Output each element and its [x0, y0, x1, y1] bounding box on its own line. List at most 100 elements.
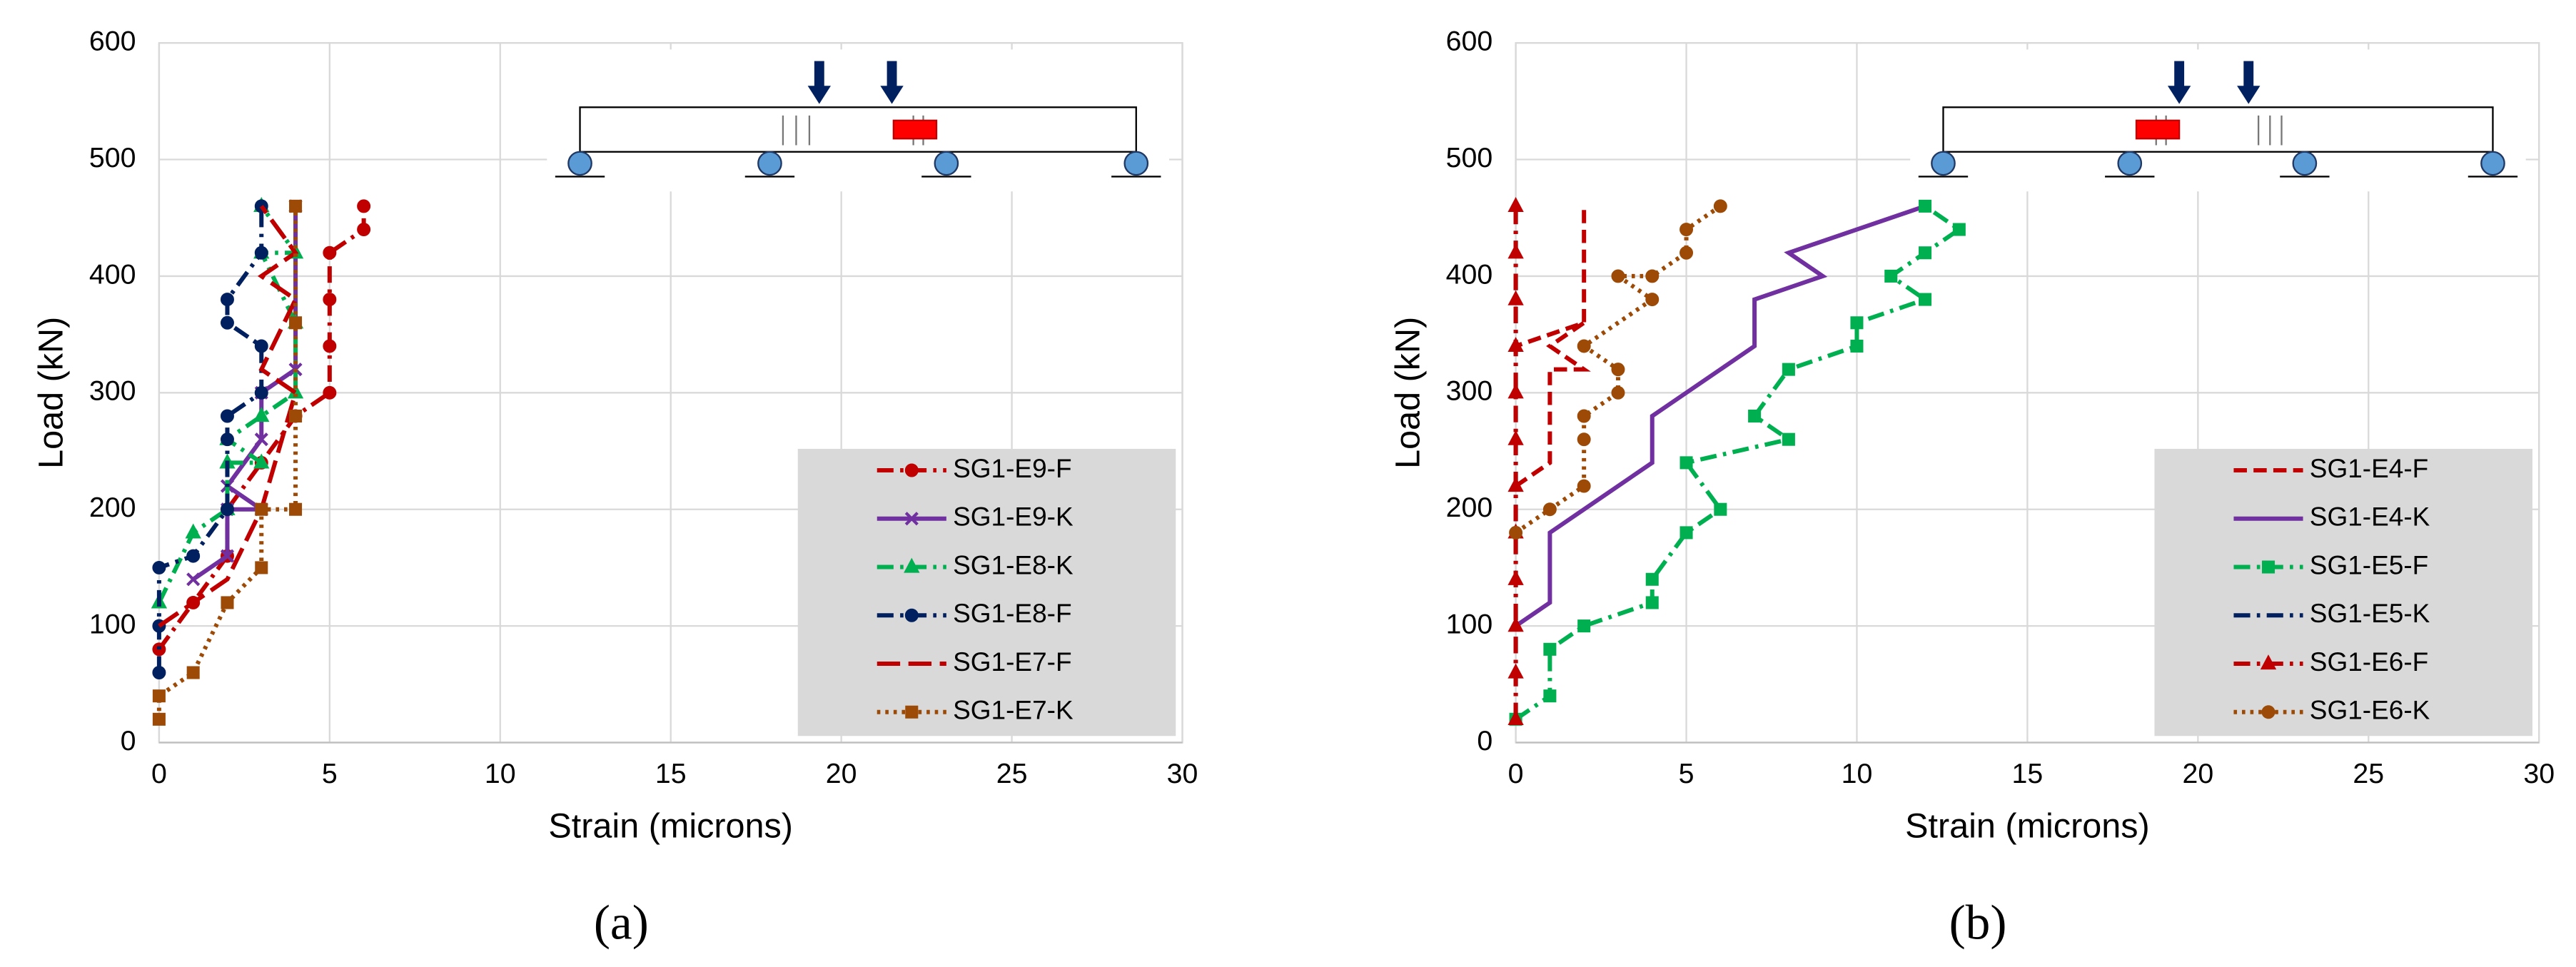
series: [1514, 204, 1926, 628]
point: [1507, 617, 1524, 632]
point: [1507, 337, 1524, 353]
point: [1507, 477, 1524, 492]
point: [1919, 246, 1932, 260]
point: [1919, 199, 1932, 213]
point: [1713, 199, 1727, 213]
gauge-patch: [2135, 119, 2181, 140]
point: [152, 560, 166, 574]
point: [1542, 502, 1557, 517]
y-tick-label: 500: [89, 142, 136, 173]
x-tick-label: 10: [1842, 758, 1873, 789]
point: [289, 199, 303, 213]
x-tick-label: 20: [826, 758, 857, 789]
x-tick-label: 15: [2012, 758, 2044, 789]
point: [1645, 293, 1660, 307]
line: [156, 206, 298, 719]
point: [1611, 269, 1625, 283]
line: [157, 206, 366, 651]
x-tick-label: 15: [655, 758, 687, 789]
point: [1748, 409, 1762, 423]
beam-backdrop: [547, 49, 1170, 192]
point: [1850, 339, 1864, 353]
point: [904, 557, 920, 573]
panel-label: (b): [1949, 895, 2007, 950]
line: [1514, 204, 1926, 628]
point: [220, 409, 234, 423]
point: [1543, 642, 1557, 656]
point: [1782, 432, 1795, 446]
point: [2261, 560, 2276, 574]
support: [1931, 151, 1956, 176]
legend-label: SG1-E9-K: [953, 502, 1074, 532]
point: [2260, 654, 2277, 670]
point: [323, 293, 337, 307]
y-tick-label: 100: [1446, 609, 1493, 640]
point: [1507, 663, 1524, 679]
y-tick-label: 400: [89, 258, 136, 290]
point: [1714, 502, 1727, 516]
y-tick-label: 200: [1446, 492, 1493, 523]
arrow-head: [2237, 86, 2261, 104]
point: [1577, 619, 1591, 633]
point: [357, 223, 371, 237]
x-tick-label: 25: [2353, 758, 2384, 789]
point: [220, 549, 235, 563]
point: [1507, 290, 1524, 305]
legend-label: SG1-E8-F: [953, 599, 1071, 628]
point: [255, 561, 268, 574]
legend-label: SG1-E6-K: [2310, 696, 2430, 725]
point: [253, 407, 270, 422]
x-axis-label: Strain (microns): [548, 807, 793, 846]
point: [323, 339, 337, 353]
point: [1680, 223, 1694, 237]
support: [2480, 151, 2505, 176]
point: [254, 245, 268, 260]
point: [1507, 243, 1524, 259]
x-tick-label: 5: [322, 758, 338, 789]
arrow-head: [2167, 86, 2191, 104]
y-tick-label: 600: [1446, 25, 1493, 56]
x-tick-label: 20: [2182, 758, 2213, 789]
point: [1577, 432, 1591, 447]
beam: [579, 106, 1137, 153]
y-tick-label: 500: [1446, 142, 1493, 173]
point: [152, 666, 166, 679]
point: [254, 385, 268, 400]
support: [934, 151, 959, 176]
legend-label: SG1-E5-F: [2310, 550, 2428, 579]
legend-label: SG1-E7-F: [953, 647, 1071, 677]
point: [1507, 197, 1524, 212]
gauge-patch: [892, 119, 938, 140]
point: [221, 596, 234, 609]
y-tick-label: 600: [89, 25, 136, 56]
point: [1680, 245, 1694, 260]
point: [323, 245, 337, 260]
arrow-head: [807, 86, 831, 104]
x-tick-label: 10: [485, 758, 516, 789]
point: [1577, 339, 1591, 353]
legend-label: SG1-E9-F: [953, 454, 1071, 483]
y-axis-label: Load (kN): [32, 317, 71, 469]
x-tick-label: 25: [996, 758, 1028, 789]
x-tick-label: 0: [1508, 758, 1524, 789]
arrow-shaft: [2174, 61, 2185, 89]
point: [1952, 223, 1966, 236]
arrow-shaft: [2243, 61, 2254, 89]
legend-label: SG1-E8-K: [953, 550, 1074, 579]
point: [186, 549, 201, 563]
y-tick-label: 400: [1446, 258, 1493, 290]
x-tick-label: 30: [1167, 758, 1198, 789]
y-axis-label: Load (kN): [1388, 317, 1427, 469]
y-tick-label: 100: [89, 609, 136, 640]
series: [1509, 199, 1966, 726]
legend-label: SG1-E5-K: [2310, 599, 2430, 628]
point: [1645, 596, 1659, 609]
point: [254, 432, 268, 447]
point: [185, 523, 201, 539]
point: [1507, 709, 1524, 725]
support: [1123, 151, 1149, 176]
point: [289, 316, 303, 330]
point: [220, 502, 234, 517]
point: [254, 339, 268, 353]
